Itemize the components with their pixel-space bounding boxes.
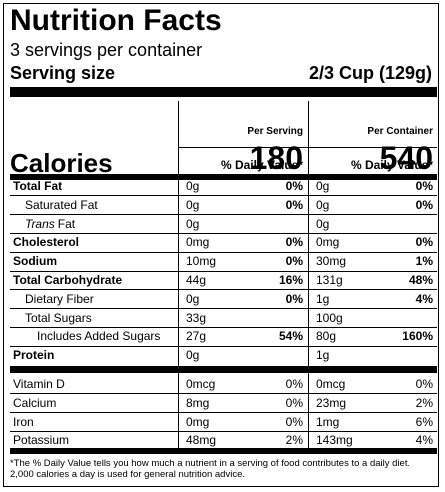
amount: 100g [316, 310, 343, 325]
rule [10, 233, 437, 234]
amount: 0g [186, 179, 200, 193]
daily-value: 4% [415, 291, 433, 306]
nutrient-name: Dietary Fiber [25, 291, 94, 306]
nutrient-name: Includes Added Sugars [37, 329, 161, 344]
daily-value: 54% [278, 329, 303, 344]
rule [10, 195, 437, 197]
daily-value: 2% [285, 433, 303, 448]
amount: 0g [316, 216, 330, 231]
daily-value: 0% [285, 254, 303, 269]
footnote: 2,000 calories a day is used for general… [10, 469, 245, 481]
rule [178, 147, 437, 148]
amount: 33g [186, 310, 207, 325]
nutrient-name: Trans [25, 216, 55, 231]
medium-rule [10, 366, 437, 373]
daily-value: 6% [415, 414, 433, 429]
rule [10, 251, 437, 253]
daily-value: 0% [285, 395, 303, 410]
dv-header: % Daily Value* [220, 158, 303, 172]
daily-value: 0% [285, 197, 303, 212]
nutrient-name: Iron [13, 414, 34, 429]
amount: 1g [316, 348, 330, 363]
amount: 0g [186, 197, 200, 212]
amount: 0g [316, 179, 330, 193]
daily-value: 160% [402, 329, 433, 344]
amount: 80g [316, 329, 337, 344]
daily-value: 0% [285, 179, 303, 193]
daily-value: 0% [415, 179, 433, 193]
footnote: *The % Daily Value tells you how much a … [10, 458, 411, 470]
rule [10, 393, 437, 395]
amount: 0g [186, 348, 200, 363]
daily-value: 0% [415, 235, 433, 250]
amount: 8mg [186, 395, 210, 410]
amount: 0mg [316, 235, 340, 250]
amount: 1g [316, 291, 330, 306]
servings: 3 servings per container [10, 40, 203, 60]
amount: 0mg [186, 414, 210, 429]
amount: 27g [186, 329, 207, 344]
daily-value: 0% [285, 235, 303, 250]
daily-value: 0% [415, 377, 433, 391]
nutrient-name: Cholesterol [13, 235, 80, 250]
amount: 48mg [186, 433, 217, 448]
amount: 23mg [316, 395, 347, 410]
daily-value: 4% [415, 433, 433, 448]
nutrient-name: Sodium [13, 254, 57, 269]
daily-value: 0% [415, 197, 433, 212]
amount: 0mg [186, 235, 210, 250]
nutrient-name: Total Fat [13, 179, 63, 193]
nutrient-name: Total Sugars [25, 310, 92, 325]
amount: 1mg [316, 414, 340, 429]
rule [10, 345, 437, 347]
rule [10, 431, 437, 432]
nutrient-name: Saturated Fat [25, 197, 98, 212]
daily-value: 2% [415, 395, 433, 410]
nutrient-name: Fat [57, 216, 76, 231]
amount: 143mg [316, 433, 353, 448]
amount: 0mcg [186, 377, 216, 391]
rule [10, 289, 437, 291]
nutrient-name: Protein [13, 348, 55, 363]
dv-header: % Daily Value* [350, 158, 433, 172]
calories-label: Calories [10, 148, 113, 178]
serving-size-value: 2/3 Cup (129g) [308, 63, 432, 83]
amount: 0g [186, 216, 200, 231]
nutrition-label: Nutrition Facts 3 servings per container S… [3, 3, 439, 487]
title: Nutrition Facts [10, 4, 222, 37]
daily-value: 0% [285, 291, 303, 306]
amount: 0g [186, 291, 200, 306]
amount: 0g [316, 197, 330, 212]
nutrient-name: Potassium [13, 433, 70, 448]
daily-value: 16% [278, 273, 303, 287]
nutrient-name: Vitamin D [13, 377, 65, 391]
serving-size-label: Serving size [10, 63, 116, 83]
column-divider [178, 101, 179, 448]
rule [10, 327, 437, 328]
amount: 131g [316, 273, 343, 287]
daily-value: 0% [285, 377, 303, 391]
column-header: Per Serving [247, 126, 303, 137]
rule [10, 214, 437, 216]
amount: 10mg [186, 254, 217, 269]
thick-rule [10, 87, 437, 97]
column-header: Per Container [367, 126, 433, 137]
amount: 0mcg [316, 377, 346, 391]
medium-rule [10, 174, 437, 180]
amount: 44g [186, 273, 207, 287]
column-divider [308, 101, 309, 448]
rule [10, 412, 437, 414]
daily-value: 48% [408, 273, 433, 287]
amount: 30mg [316, 254, 347, 269]
medium-rule [10, 448, 437, 454]
daily-value: 1% [415, 254, 433, 269]
rule [10, 270, 437, 272]
nutrient-name: Total Carbohydrate [13, 273, 123, 287]
nutrient-name: Calcium [13, 395, 57, 410]
rule [10, 308, 437, 310]
daily-value: 0% [285, 414, 303, 429]
